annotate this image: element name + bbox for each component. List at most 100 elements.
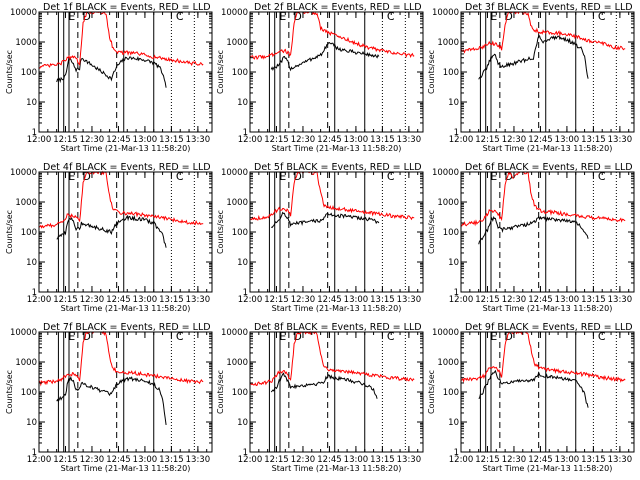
y-axis-label: Counts/sec <box>5 370 14 414</box>
region-marker-label: E <box>68 330 75 343</box>
region-marker-label: E <box>279 170 286 183</box>
y-tick-label: 1 <box>454 128 459 138</box>
x-tick-label: 12:30 <box>80 135 105 145</box>
y-tick-label: 10 <box>26 98 37 108</box>
y-axis-label: Counts/sec <box>5 50 14 94</box>
region-marker-label: C <box>387 330 395 343</box>
x-tick-label: 13:30 <box>397 135 422 145</box>
y-tick-label: 1 <box>32 288 37 298</box>
x-tick-label: 12:30 <box>291 135 316 145</box>
y-tick-label: 1 <box>454 288 459 298</box>
x-axis-label: Start Time (21-Mar-13 11:58:20) <box>61 464 191 473</box>
x-tick-label: 12:00 <box>449 295 474 305</box>
x-tick-label: 12:15 <box>53 295 78 305</box>
y-axis-label: Counts/sec <box>216 370 225 414</box>
x-axis-label: Start Time (21-Mar-13 11:58:20) <box>61 304 191 313</box>
x-tick-label: 12:45 <box>106 295 131 305</box>
y-tick-label: 10 <box>237 418 248 428</box>
x-tick-label: 12:30 <box>80 455 105 465</box>
y-tick-label: 1 <box>454 448 459 458</box>
panel-title: Det 3f BLACK = Events, RED = LLD <box>465 2 633 13</box>
x-tick-label: 12:00 <box>449 135 474 145</box>
x-tick-label: 12:15 <box>475 455 500 465</box>
x-tick-label: 12:45 <box>106 455 131 465</box>
plot-frame <box>38 11 213 133</box>
lld-series-line <box>460 171 626 227</box>
plot-frame <box>249 11 424 133</box>
region-marker-label: D <box>293 330 301 343</box>
x-tick-label: 12:15 <box>264 135 289 145</box>
x-tick-label: 13:00 <box>555 455 580 465</box>
x-tick-label: 12:15 <box>53 135 78 145</box>
x-tick-label: 13:00 <box>133 455 158 465</box>
x-axis-label: Start Time (21-Mar-13 11:58:20) <box>483 144 613 153</box>
plot-frame <box>460 171 635 293</box>
x-tick-label: 12:30 <box>80 295 105 305</box>
x-axis-label: Start Time (21-Mar-13 11:58:20) <box>483 304 613 313</box>
region-marker-label: D <box>293 170 301 183</box>
y-tick-label: 1000 <box>226 198 248 208</box>
y-tick-label: 10000 <box>432 8 459 18</box>
region-marker-label: D <box>504 10 512 23</box>
x-tick-label: 13:15 <box>370 295 395 305</box>
y-tick-label: 100 <box>232 68 248 78</box>
y-axis-label: Counts/sec <box>427 50 436 94</box>
y-tick-label: 100 <box>232 388 248 398</box>
x-tick-label: 12:00 <box>27 295 52 305</box>
lld-series-line <box>38 170 204 229</box>
y-tick-label: 1000 <box>437 198 459 208</box>
x-tick-label: 13:00 <box>555 295 580 305</box>
x-tick-label: 12:15 <box>264 455 289 465</box>
y-tick-label: 10 <box>237 258 248 268</box>
x-tick-label: 13:00 <box>344 295 369 305</box>
x-tick-label: 13:30 <box>397 455 422 465</box>
x-tick-label: 12:30 <box>502 295 527 305</box>
y-tick-label: 10 <box>448 98 459 108</box>
events-series-line <box>270 42 380 72</box>
events-series-line <box>56 375 167 425</box>
region-marker-label: D <box>82 330 90 343</box>
lld-series-line <box>38 330 204 387</box>
region-marker-label: C <box>598 170 606 183</box>
y-tick-label: 1 <box>243 448 248 458</box>
events-series-line <box>478 369 589 408</box>
y-tick-label: 10000 <box>221 328 248 338</box>
y-tick-label: 1 <box>243 128 248 138</box>
y-tick-label: 10 <box>448 418 459 428</box>
y-tick-label: 1000 <box>15 38 37 48</box>
x-tick-label: 12:15 <box>475 295 500 305</box>
x-tick-label: 12:45 <box>106 135 131 145</box>
panel-title: Det 8f BLACK = Events, RED = LLD <box>254 322 422 333</box>
y-tick-label: 100 <box>21 388 37 398</box>
y-tick-label: 100 <box>232 228 248 238</box>
y-tick-label: 10 <box>26 418 37 428</box>
x-axis-label: Start Time (21-Mar-13 11:58:20) <box>61 144 191 153</box>
y-tick-label: 100 <box>21 228 37 238</box>
x-tick-label: 13:15 <box>581 455 606 465</box>
x-axis-label: Start Time (21-Mar-13 11:58:20) <box>272 304 402 313</box>
y-tick-label: 10000 <box>432 328 459 338</box>
region-marker-label: E <box>68 10 75 23</box>
y-tick-label: 10 <box>448 258 459 268</box>
y-axis-label: Counts/sec <box>216 50 225 94</box>
x-tick-label: 12:15 <box>53 455 78 465</box>
region-marker-label: C <box>176 170 184 183</box>
x-axis-label: Start Time (21-Mar-13 11:58:20) <box>272 464 402 473</box>
x-tick-label: 12:15 <box>475 135 500 145</box>
y-tick-label: 10000 <box>221 168 248 178</box>
x-tick-label: 13:30 <box>186 135 211 145</box>
panel-title: Det 6f BLACK = Events, RED = LLD <box>465 162 633 173</box>
y-tick-label: 1000 <box>437 38 459 48</box>
x-tick-label: 13:15 <box>370 135 395 145</box>
region-marker-label: C <box>176 330 184 343</box>
events-series-line <box>478 35 589 80</box>
panel-title: Det 2f BLACK = Events, RED = LLD <box>254 2 422 13</box>
x-tick-label: 13:15 <box>159 455 184 465</box>
